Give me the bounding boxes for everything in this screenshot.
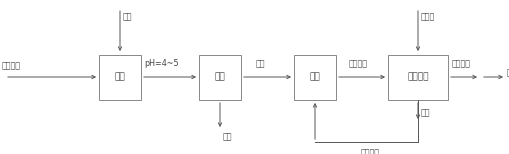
Text: 碱液: 碱液 — [123, 12, 132, 21]
Text: 催化剂: 催化剂 — [421, 12, 435, 21]
Text: 混合: 混合 — [309, 73, 320, 81]
Bar — [199, 55, 241, 99]
Text: 氧化废水: 氧化废水 — [451, 59, 470, 68]
Text: 中和废水: 中和废水 — [2, 61, 21, 70]
Text: 混合: 混合 — [115, 73, 125, 81]
Text: pH=4~5: pH=4~5 — [145, 59, 179, 68]
Text: 吸滤: 吸滤 — [215, 73, 225, 81]
Bar — [99, 55, 141, 99]
Text: 沉淀: 沉淀 — [223, 132, 233, 141]
Text: 混合废水: 混合废水 — [349, 59, 367, 68]
Bar — [294, 55, 336, 99]
Text: 生化处理: 生化处理 — [507, 68, 509, 77]
Text: 空气: 空气 — [421, 108, 431, 117]
Text: 催化氧化: 催化氧化 — [407, 73, 429, 81]
Bar — [388, 55, 448, 99]
Text: 滤液: 滤液 — [255, 59, 265, 68]
Text: 部分套用: 部分套用 — [360, 148, 380, 154]
